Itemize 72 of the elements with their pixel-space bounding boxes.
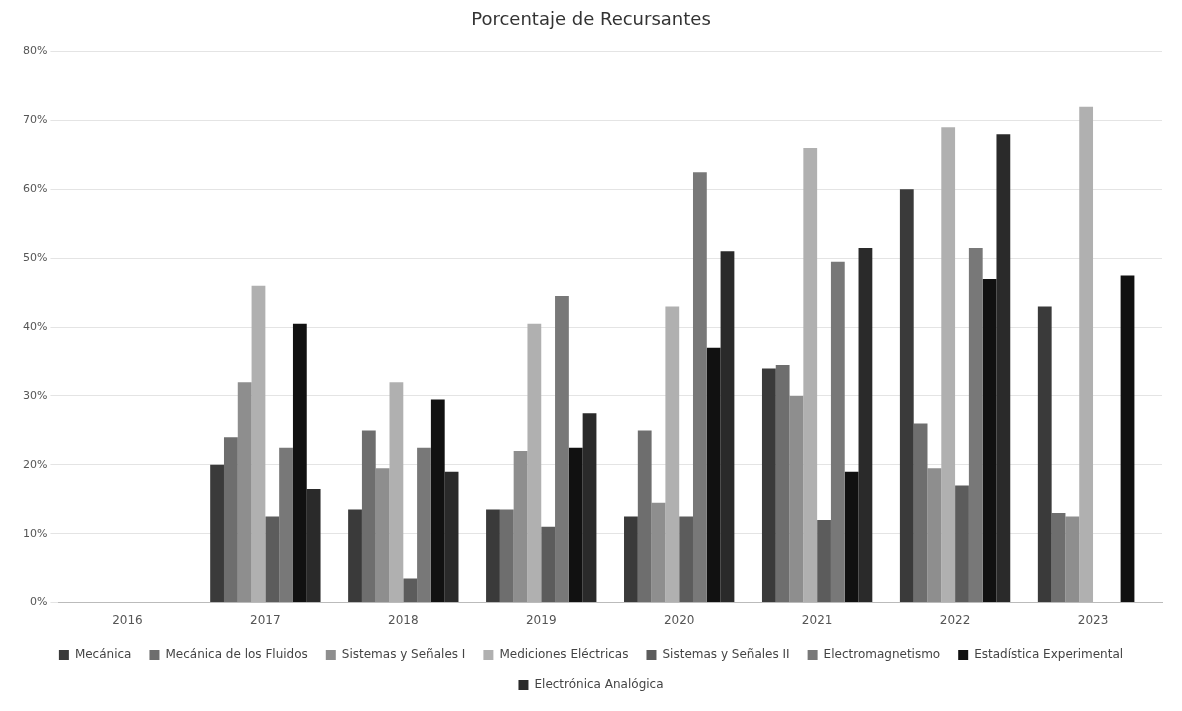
y-tick-label: 50% <box>23 251 48 265</box>
legend-label: Sistemas y Señales I <box>341 647 466 662</box>
x-tick-label: 2023 <box>1077 612 1109 627</box>
bar <box>1051 513 1066 603</box>
bar <box>223 437 238 603</box>
bar <box>582 413 597 603</box>
x-tick-label: 2022 <box>939 612 971 627</box>
bar <box>761 368 776 603</box>
legend-label: Electromagnetismo <box>823 647 941 662</box>
bar <box>513 451 528 603</box>
bar <box>279 447 293 603</box>
bar <box>361 430 376 603</box>
bar <box>375 468 390 603</box>
bar <box>844 471 859 603</box>
bar <box>996 134 1011 603</box>
chart-title: Porcentaje de Recursantes <box>471 8 711 30</box>
bar <box>968 247 983 603</box>
bar <box>265 516 280 603</box>
bar <box>651 502 666 603</box>
y-tick-label: 20% <box>23 457 48 471</box>
bar <box>692 172 707 603</box>
bar <box>927 468 942 603</box>
bar <box>1120 275 1135 603</box>
y-tick-label: 10% <box>23 526 48 540</box>
bar <box>982 278 997 603</box>
y-tick-label: 40% <box>23 319 48 333</box>
bar <box>499 509 514 603</box>
bar <box>541 526 556 603</box>
x-tick-label: 2016 <box>112 612 143 627</box>
bar <box>624 516 638 603</box>
bar <box>403 578 418 603</box>
bar <box>444 471 459 603</box>
x-tick-label: 2019 <box>525 612 557 627</box>
bar <box>417 447 431 603</box>
legend-label: Mediciones Eléctricas <box>499 647 629 662</box>
bar <box>789 395 804 603</box>
y-tick-label: 80% <box>23 44 48 58</box>
bar <box>237 382 252 603</box>
x-tick-label: 2020 <box>663 612 695 627</box>
legend-label: Estadística Experimental <box>974 647 1124 662</box>
y-tick-label: 60% <box>23 182 48 196</box>
bar <box>1037 306 1052 603</box>
bar <box>568 447 583 603</box>
bar <box>913 423 928 603</box>
bar <box>955 485 969 603</box>
x-tick-label: 2017 <box>250 612 281 627</box>
bar <box>679 516 693 603</box>
legend-label: Sistemas y Señales II <box>662 647 790 662</box>
bar <box>430 399 445 603</box>
y-tick-label: 70% <box>23 113 48 127</box>
legend-label: Electrónica Analógica <box>534 677 664 692</box>
bar <box>555 296 569 603</box>
bar <box>210 464 224 603</box>
bar <box>858 247 873 603</box>
y-tick-label: 30% <box>23 388 48 402</box>
bar <box>706 347 721 603</box>
bar <box>1065 516 1080 603</box>
legend-label: Mecánica <box>74 647 132 662</box>
bar <box>348 509 362 603</box>
x-tick-label: 2018 <box>388 612 419 627</box>
bar <box>899 189 914 603</box>
bar <box>292 323 307 603</box>
x-tick-label: 2021 <box>801 612 833 627</box>
bar <box>817 519 831 603</box>
y-tick-label: 0% <box>30 595 48 609</box>
legend-label: Mecánica de los Fluidos <box>165 647 308 662</box>
bar <box>306 488 321 603</box>
bar <box>775 364 790 603</box>
bar <box>486 509 500 603</box>
bar <box>720 251 735 603</box>
bar <box>637 430 652 603</box>
bar <box>830 261 845 603</box>
